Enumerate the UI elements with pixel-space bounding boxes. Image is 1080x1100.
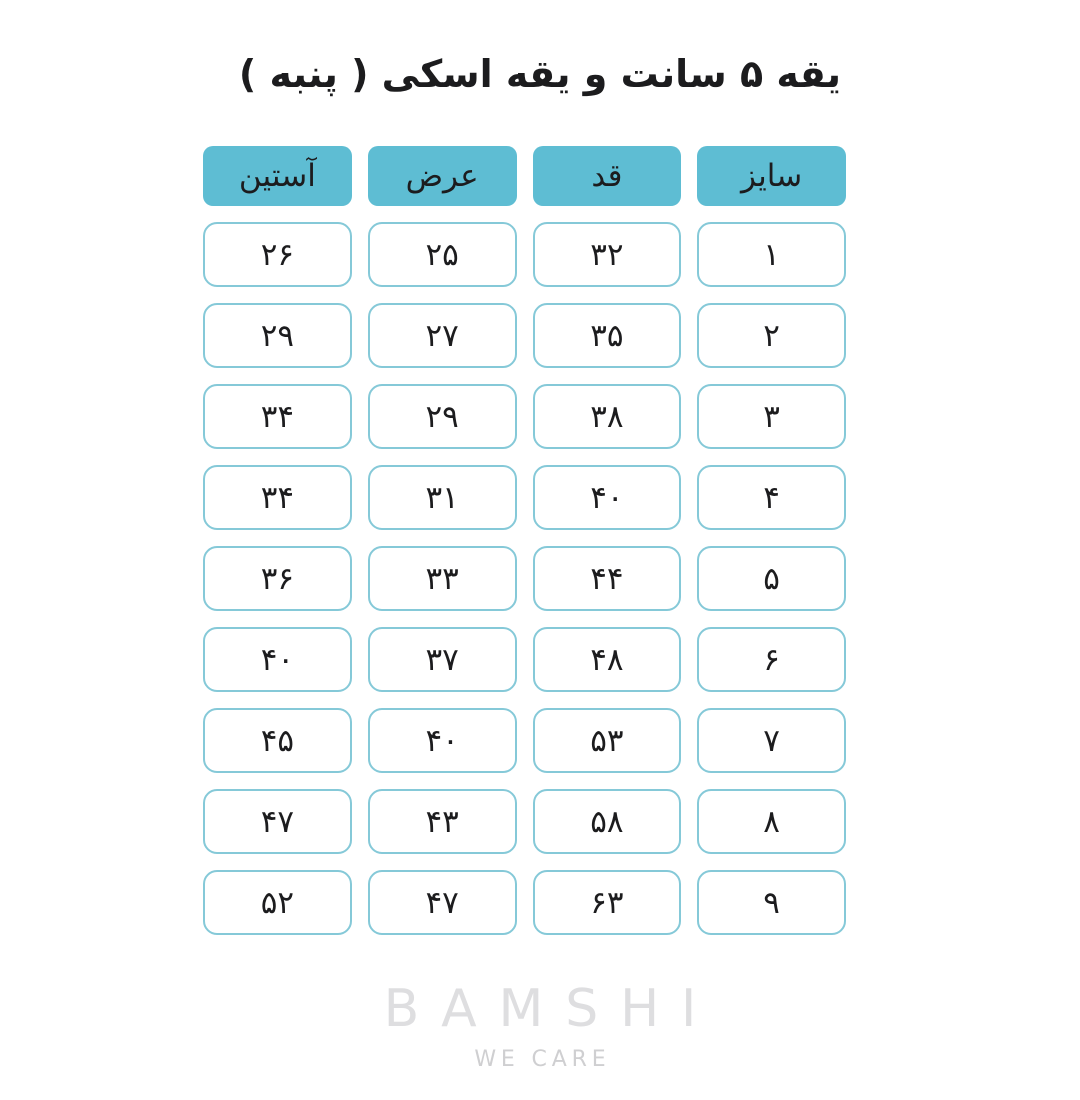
- header-cell-length: قد: [532, 146, 682, 206]
- table-cell-size-row2: ۲: [697, 303, 846, 368]
- table-cell-length-row1: ۳۲: [532, 222, 682, 287]
- table-cell-sleeve-row2: ۲۹: [203, 303, 352, 368]
- table-cell-width-row5: ۳۳: [367, 546, 517, 611]
- table-cell-length-row4: ۴۰: [532, 465, 682, 530]
- table-cell-size-row7: ۷: [697, 708, 846, 773]
- table-cell-width-row2: ۲۷: [367, 303, 517, 368]
- brand-tagline: WE CARE: [474, 1047, 611, 1072]
- table-cell-length-row8: ۵۸: [532, 789, 682, 854]
- table-cell-size-row9: ۹: [697, 870, 846, 935]
- table-cell-length-row3: ۳۸: [532, 384, 682, 449]
- table-cell-size-row5: ۵: [697, 546, 846, 611]
- size-table: سایز قد عرض آستین ۱ ۳۲ ۲۵ ۲۶ ۲ ۳۵ ۲۷ ۲۹ ۳ ۳۸ ۲۹ ۳۴ ۴ ۴۰ ۳۱…: [203, 146, 846, 935]
- table-cell-size-row1: ۱: [697, 222, 846, 287]
- table-cell-size-row4: ۴: [697, 465, 846, 530]
- table-cell-width-row7: ۴۰: [367, 708, 517, 773]
- table-cell-sleeve-row9: ۵۲: [203, 870, 352, 935]
- table-cell-width-row4: ۳۱: [367, 465, 517, 530]
- table-cell-length-row2: ۳۵: [532, 303, 682, 368]
- header-cell-sleeve: آستین: [203, 146, 352, 206]
- table-cell-sleeve-row8: ۴۷: [203, 789, 352, 854]
- table-cell-width-row8: ۴۳: [367, 789, 517, 854]
- table-cell-sleeve-row6: ۴۰: [203, 627, 352, 692]
- page-title: یقه ۵ سانت و یقه اسکی ( پنبه ): [238, 52, 842, 96]
- table-cell-width-row1: ۲۵: [367, 222, 517, 287]
- table-cell-sleeve-row5: ۳۶: [203, 546, 352, 611]
- table-cell-length-row7: ۵۳: [532, 708, 682, 773]
- table-cell-width-row6: ۳۷: [367, 627, 517, 692]
- table-cell-length-row9: ۶۳: [532, 870, 682, 935]
- table-cell-sleeve-row4: ۳۴: [203, 465, 352, 530]
- table-cell-sleeve-row1: ۲۶: [203, 222, 352, 287]
- table-cell-size-row8: ۸: [697, 789, 846, 854]
- table-cell-size-row3: ۳: [697, 384, 846, 449]
- table-cell-width-row9: ۴۷: [367, 870, 517, 935]
- table-cell-sleeve-row3: ۳۴: [203, 384, 352, 449]
- footer-logo: BAMSHI WE CARE: [0, 979, 1080, 1072]
- table-cell-width-row3: ۲۹: [367, 384, 517, 449]
- brand-wordmark: BAMSHI: [383, 979, 719, 1039]
- header-cell-size: سایز: [697, 146, 846, 206]
- header-cell-width: عرض: [367, 146, 517, 206]
- table-cell-sleeve-row7: ۴۵: [203, 708, 352, 773]
- table-cell-length-row6: ۴۸: [532, 627, 682, 692]
- table-cell-size-row6: ۶: [697, 627, 846, 692]
- table-cell-length-row5: ۴۴: [532, 546, 682, 611]
